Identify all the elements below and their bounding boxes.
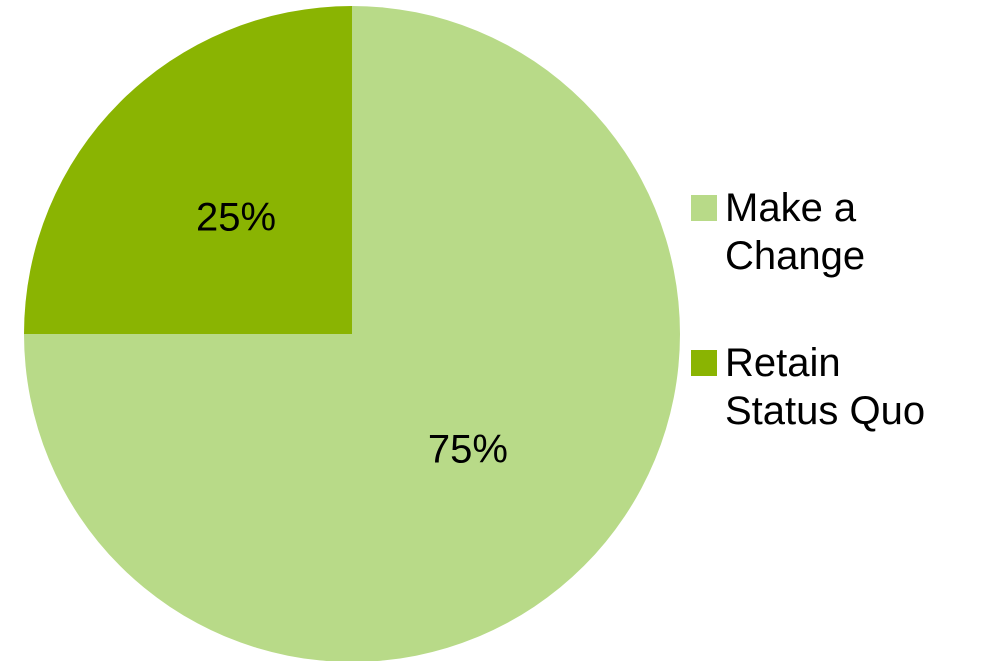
pie-slices	[24, 6, 680, 661]
slice-make-a-change	[24, 6, 680, 661]
legend-swatch-retain-status-quo	[691, 350, 717, 376]
legend-label-make-a-change: Make a Change	[725, 186, 866, 278]
slice-label-make-a-change: 75%	[428, 428, 508, 472]
legend-label-retain-status-quo: Retain Status Quo	[725, 341, 926, 433]
legend-item-make-a-change: Make a Change	[691, 184, 991, 280]
legend-swatch-make-a-change	[691, 195, 717, 221]
pie-data-labels: 75% 25%	[196, 196, 508, 472]
legend: Make a Change Retain Status Quo	[691, 184, 991, 494]
slice-retain-status-quo	[24, 6, 352, 334]
legend-item-retain-status-quo: Retain Status Quo	[691, 339, 991, 435]
slice-label-retain-status-quo: 25%	[196, 196, 276, 240]
